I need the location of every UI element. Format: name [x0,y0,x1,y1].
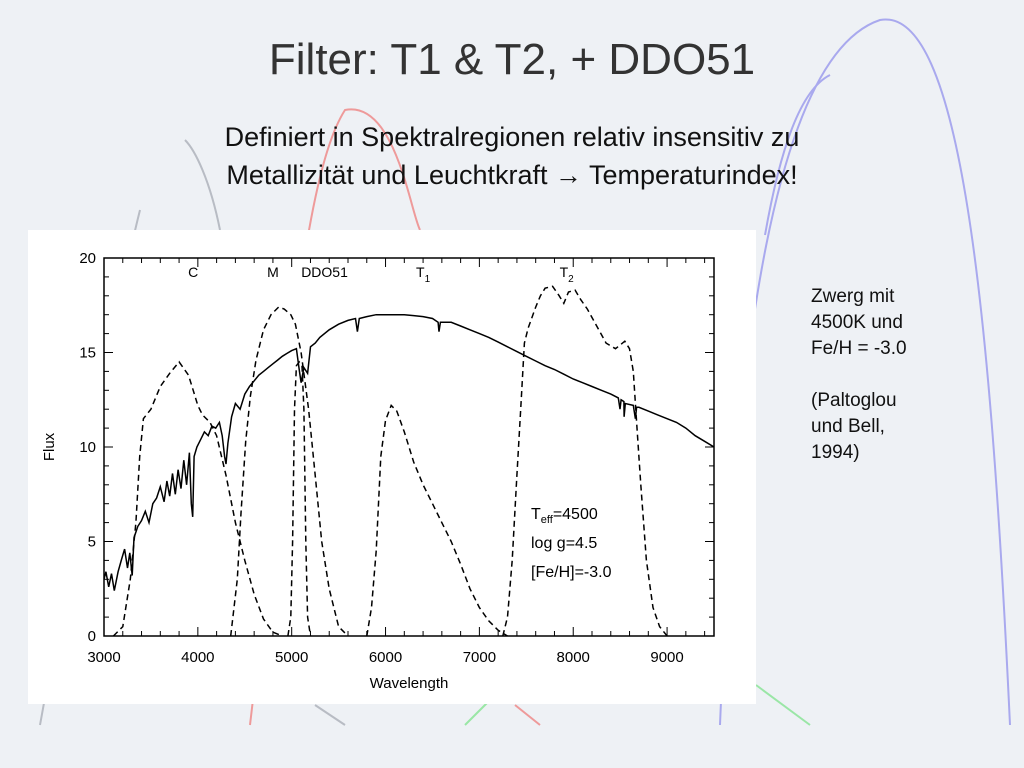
side-note: Zwerg mit 4500K und Fe/H = -3.0 (Paltogl… [811,284,1001,492]
x-tick-label: 5000 [275,649,308,666]
spectrum-chart: 3000 4000 5000 6000 7000 8000 9000 0 5 10 15 20 Wave… [41,250,715,692]
note-line: 4500K und [811,312,903,333]
filter-label-ddo51: DDO51 [301,264,348,280]
y-tick-label: 20 [79,250,96,267]
y-tick-label: 15 [79,345,96,362]
filter-curve-t2 [502,285,668,636]
x-tick-label: 4000 [181,649,214,666]
spectrum-curve [104,313,714,591]
x-tick-label: 7000 [463,649,496,666]
param-annotation-line: Teff=4500 [531,506,598,526]
y-tick-label: 0 [88,628,96,645]
reference-line: und Bell, [811,416,885,437]
subtitle-line-2: Metallizität und Leuchtkraft → Temperatu… [226,160,798,190]
subtitle-line-1: Definiert in Spektralregionen relativ in… [224,122,800,152]
deco-curve-green-right [755,684,811,726]
slide-title: Filter: T1 & T2, + DDO51 [268,35,756,84]
slide-subtitle: Definiert in Spektralregionen relativ in… [112,118,912,194]
reference-line: (Paltoglou [811,390,897,411]
param-annotation-line: [Fe/H]=-3.0 [531,564,612,581]
y-tick-label: 5 [88,534,96,551]
note-star-description: Zwerg mit 4500K und Fe/H = -3.0 [811,284,1001,362]
deco-curve-blue-small [764,74,831,236]
deco-curve-green-left [464,699,491,726]
filter-label-t1: T1 [416,264,431,285]
note-line: Fe/H = -3.0 [811,338,907,359]
y-tick-label: 10 [79,439,96,456]
reference-line: 1994) [811,442,860,463]
x-tick-label: 8000 [557,649,590,666]
filter-curve-t1 [366,404,508,636]
filter-label-c: C [188,264,198,280]
y-axis-title: Flux [41,432,58,461]
filter-label-t2: T2 [560,264,575,285]
filter-curve-m [229,306,349,636]
x-tick-label: 3000 [87,649,120,666]
note-line: Zwerg mit [811,286,895,307]
x-tick-label: 6000 [369,649,402,666]
x-tick-label: 9000 [650,649,683,666]
filter-curve-ddo51 [287,360,312,636]
param-annotation-line: log g=4.5 [531,535,597,552]
note-reference: (Paltoglou und Bell, 1994) [811,388,1001,466]
deco-curve-gray-mid [184,139,221,231]
deco-curve-gray-bottom [314,704,346,726]
deco-curve-pink-bottom [514,704,541,726]
chart-panel: 3000 4000 5000 6000 7000 8000 9000 0 5 10 15 20 Wave… [28,230,756,704]
x-axis-title: Wavelength [370,675,449,692]
filter-curve-c [112,360,283,636]
filter-label-m: M [267,264,279,280]
